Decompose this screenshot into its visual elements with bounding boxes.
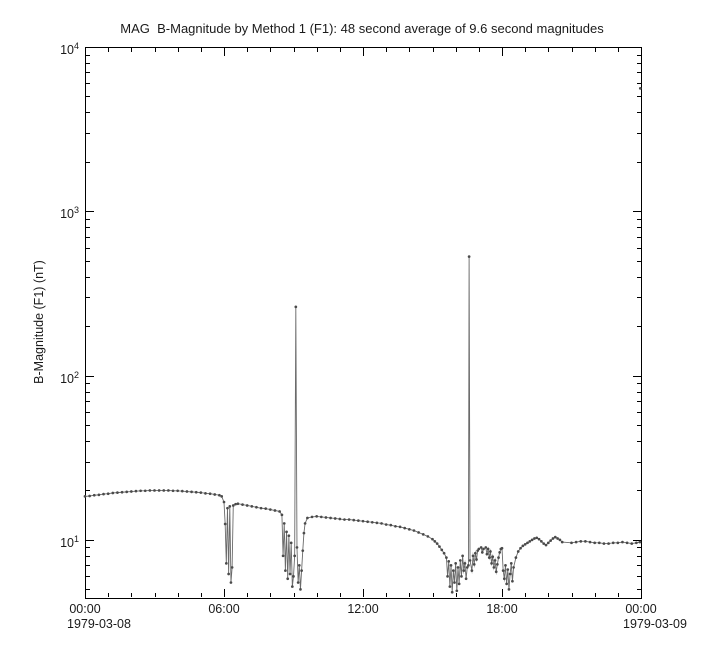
x-tick-label: 18:00 [486, 602, 518, 616]
y-tick-label: 103 [60, 205, 79, 222]
x-tick-label: 00:00 [625, 602, 657, 616]
x-tick-label: 00:00 [69, 602, 101, 616]
y-tick-label: 102 [60, 369, 79, 386]
x-axis-end-date: 1979-03-09 [623, 617, 687, 631]
y-tick-label: 101 [60, 533, 79, 551]
x-axis-start-date: 1979-03-08 [67, 617, 131, 631]
y-tick-label: 104 [60, 41, 79, 58]
x-tick-label: 06:00 [208, 602, 240, 616]
x-tick-label: 12:00 [347, 602, 379, 616]
